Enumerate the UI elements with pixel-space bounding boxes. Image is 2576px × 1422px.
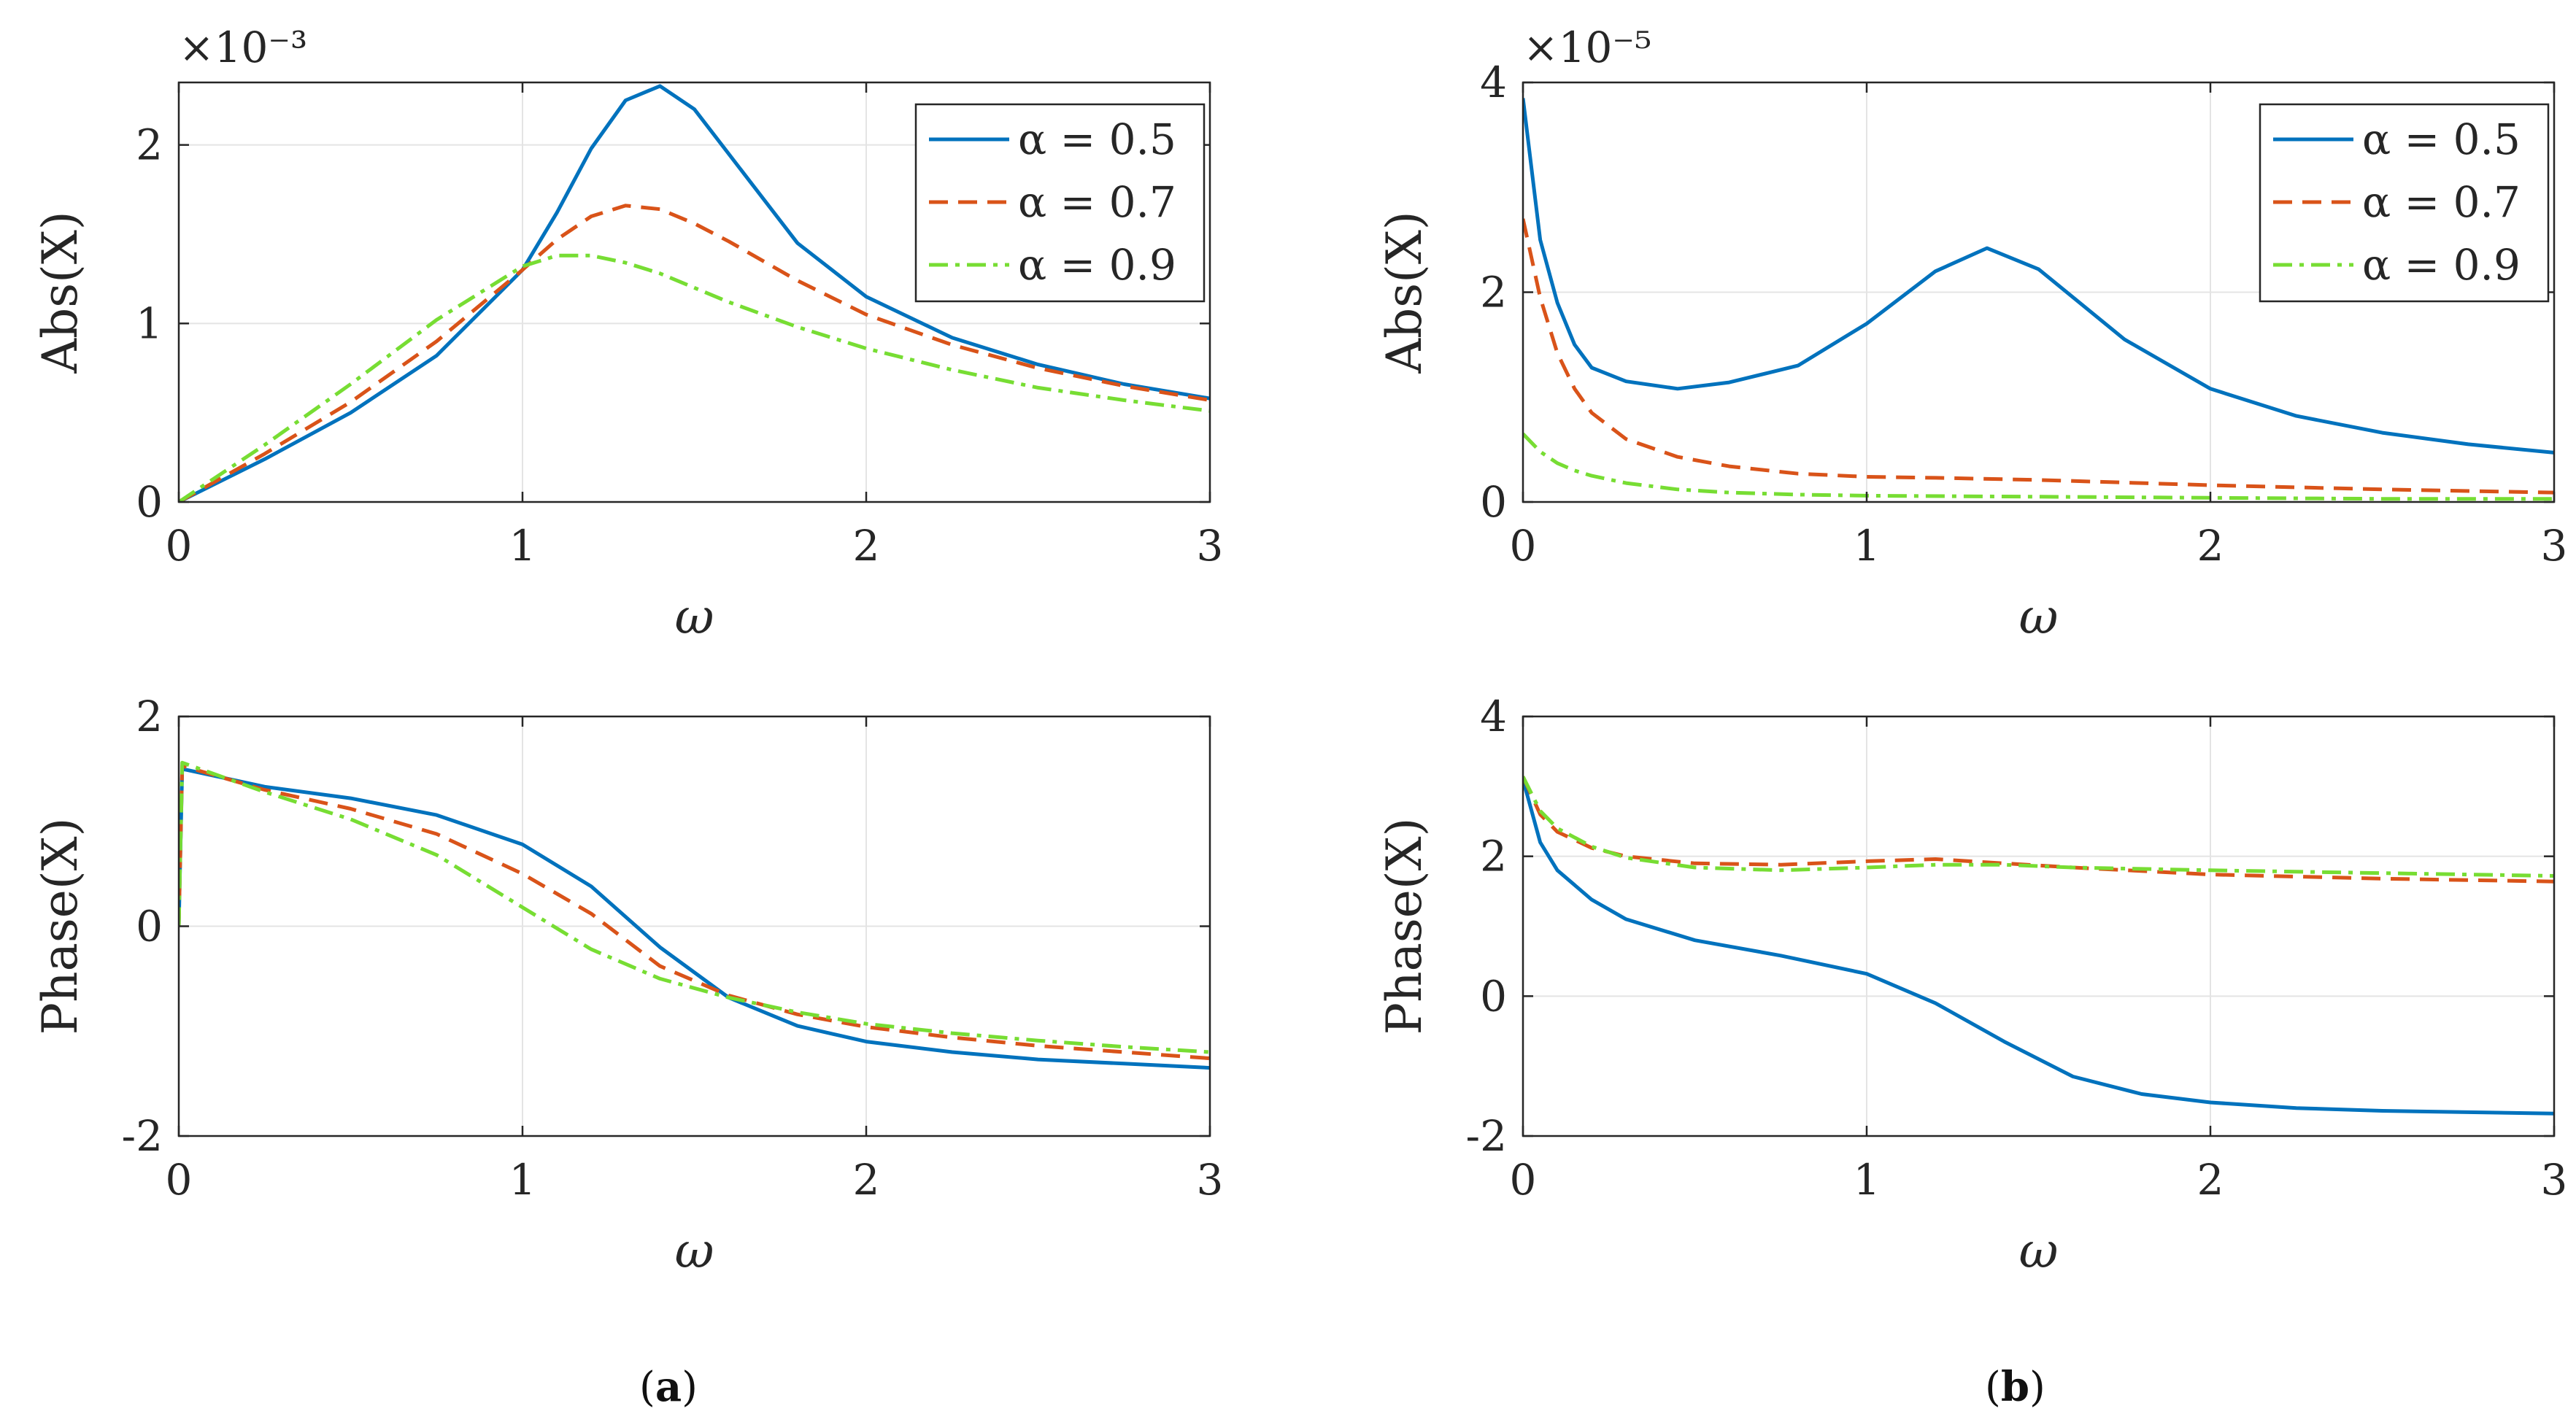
a-abs-series-line-alpha05 <box>179 84 1210 502</box>
b-abs-series-line-alpha07 <box>1523 218 2554 495</box>
a-phase-ytick-label-1: 0 <box>136 902 163 951</box>
b-abs-ytick-label-1: 2 <box>1480 268 1507 317</box>
a-abs-ytick-label-0: 0 <box>136 477 163 527</box>
a-abs-series-line-alpha09 <box>179 253 1210 502</box>
a-phase-ytick-label-2: 2 <box>136 692 163 741</box>
b-phase-ytick-label-0: -2 <box>1466 1111 1508 1161</box>
caption-b: (b) <box>1985 1363 2045 1411</box>
a-phase-xtick-label-1: 1 <box>509 1155 536 1205</box>
b-abs-exponent-label: ×10⁻⁵ <box>1523 23 1651 72</box>
a-abs-ytick-label-2: 2 <box>136 120 163 170</box>
caption-a-letter: a <box>655 1363 682 1411</box>
b-abs-legend-label-2: α = 0.9 <box>2362 240 2521 290</box>
b-abs-ytick-label-0: 0 <box>1480 477 1507 527</box>
a-abs-legend-label-2: α = 0.9 <box>1018 240 1176 290</box>
a-phase-series-line-alpha09 <box>179 760 1210 1054</box>
b-abs-xaxis-label: ω <box>2019 589 2059 645</box>
a-phase-series-line-alpha05 <box>179 767 1210 1070</box>
a-phase-ytick-label-0: -2 <box>122 1111 163 1161</box>
b-abs-xtick-label-3: 3 <box>2541 521 2568 571</box>
a-abs-ytick-label-1: 1 <box>136 298 163 348</box>
a-abs-xtick-label-2: 2 <box>853 521 880 571</box>
b-abs-xtick-label-2: 2 <box>2197 521 2224 571</box>
a-abs-yaxis-label: Abs(X) <box>32 211 88 374</box>
a-abs-xtick-label-0: 0 <box>166 521 193 571</box>
a-abs-xtick-label-1: 1 <box>509 521 536 571</box>
b-abs-legend-label-1: α = 0.7 <box>2362 177 2521 227</box>
b-abs-legend-label-0: α = 0.5 <box>2362 115 2521 164</box>
b-phase-plot-area <box>1523 716 2554 1136</box>
a-abs-xtick-label-3: 3 <box>1197 521 1224 571</box>
b-phase-ytick-label-3: 4 <box>1480 692 1507 741</box>
a-abs-legend-label-0: α = 0.5 <box>1018 115 1176 164</box>
b-phase-xtick-label-2: 2 <box>2197 1155 2224 1205</box>
a-abs-legend-label-1: α = 0.7 <box>1018 177 1176 227</box>
b-phase-ytick-label-1: 0 <box>1480 971 1507 1021</box>
b-phase-xaxis-label: ω <box>2019 1223 2059 1279</box>
caption-b-letter: b <box>2000 1363 2030 1411</box>
b-phase-xtick-label-1: 1 <box>1854 1155 1881 1205</box>
a-abs-exponent-label: ×10⁻³ <box>179 23 307 72</box>
b-abs-xtick-label-1: 1 <box>1854 521 1881 571</box>
caption-a: (a) <box>639 1363 698 1411</box>
b-abs-xtick-label-0: 0 <box>1510 521 1537 571</box>
b-phase-yaxis-label: Phase(X) <box>1376 818 1432 1035</box>
a-phase-xtick-label-2: 2 <box>853 1155 880 1205</box>
a-abs-axes-box <box>177 81 1211 503</box>
b-phase-series-line-alpha09 <box>1523 776 2554 878</box>
a-phase-series-line-alpha07 <box>179 764 1210 1061</box>
b-phase-axes-box <box>1522 715 2556 1137</box>
b-phase-xtick-label-3: 3 <box>2541 1155 2568 1205</box>
b-phase-ytick-label-2: 2 <box>1480 832 1507 881</box>
b-phase-series-line-alpha07 <box>1523 776 2554 884</box>
b-abs-yaxis-label: Abs(X) <box>1376 211 1432 374</box>
a-abs-legend-box <box>914 103 1206 303</box>
b-abs-series-line-alpha09 <box>1523 432 2554 501</box>
b-phase-xtick-label-0: 0 <box>1510 1155 1537 1205</box>
b-abs-series-line-alpha05 <box>1523 98 2554 455</box>
b-abs-ytick-label-2: 4 <box>1480 58 1507 107</box>
a-phase-xtick-label-0: 0 <box>166 1155 193 1205</box>
a-phase-yaxis-label: Phase(X) <box>32 818 88 1035</box>
panel-b-abs-plot: 0 1 2 3 0 2 4 ×10⁻⁵ ω Abs(X) α = 0.5 α = 0.7 α = 0.9 <box>1376 23 2567 645</box>
a-abs-series-line-alpha07 <box>179 204 1210 502</box>
panel-a-abs-plot: 0 1 2 3 0 1 2 ×10⁻³ ω Abs(X) α = 0.5 α = 0.7 α = 0.9 <box>32 23 1223 645</box>
a-abs-xaxis-label: ω <box>675 589 714 645</box>
b-phase-series-line-alpha05 <box>1523 778 2554 1116</box>
a-phase-xtick-label-3: 3 <box>1197 1155 1224 1205</box>
a-phase-xaxis-label: ω <box>675 1223 714 1279</box>
